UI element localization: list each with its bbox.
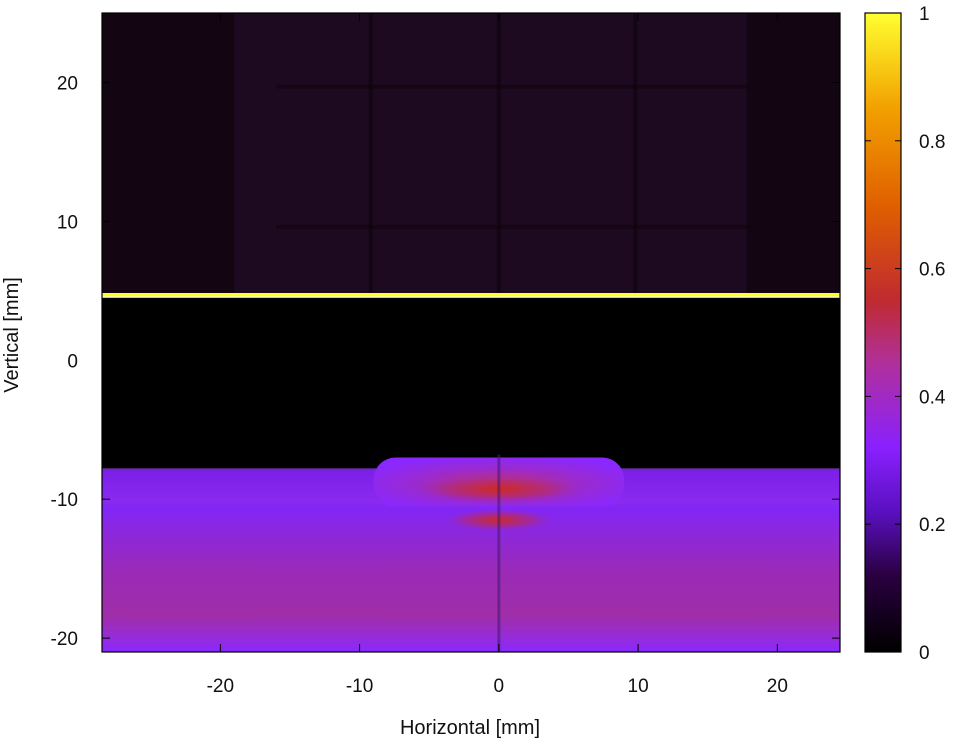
colorbar-tick-label: 0.2 bbox=[919, 515, 945, 536]
colorbar-tick-label: 1 bbox=[919, 4, 930, 25]
center-seam bbox=[497, 454, 501, 652]
x-axis-label: Horizontal [mm] bbox=[400, 717, 540, 739]
colorbar bbox=[864, 12, 902, 653]
upper-dark-column bbox=[102, 13, 235, 295]
colorbar-tick-label: 0.6 bbox=[919, 260, 945, 281]
x-tick-label: 0 bbox=[494, 676, 505, 697]
x-tick-label: 10 bbox=[628, 676, 649, 697]
x-tick-label: 20 bbox=[767, 676, 788, 697]
y-tick-label: 20 bbox=[57, 73, 78, 94]
grid-shadow-vertical bbox=[633, 13, 638, 295]
grid-shadow-vertical bbox=[496, 13, 501, 295]
colorbar-ticks: 0 0.2 0.4 0.6 0.8 1 bbox=[865, 4, 946, 664]
plot-frame bbox=[101, 12, 841, 653]
x-axis-ticks: -20 -10 0 10 20 bbox=[207, 13, 788, 697]
dark-gap-region bbox=[102, 297, 840, 469]
bright-line bbox=[102, 292, 840, 297]
colorbar-tick-label: 0.4 bbox=[919, 387, 946, 408]
colorbar-tick-label: 0.8 bbox=[919, 132, 945, 153]
y-axis-label: Vertical [mm] bbox=[1, 277, 23, 393]
x-tick-label: -20 bbox=[207, 676, 234, 697]
colorbar-tick-label: 0 bbox=[919, 643, 930, 664]
y-tick-label: 0 bbox=[67, 351, 78, 372]
y-axis-ticks: -20 -10 0 10 20 bbox=[51, 73, 840, 650]
y-tick-label: -20 bbox=[51, 629, 78, 650]
grid-shadow-horizontal bbox=[276, 84, 750, 89]
y-tick-label: 10 bbox=[57, 212, 78, 233]
upper-dark-column bbox=[746, 13, 840, 295]
x-tick-label: -10 bbox=[346, 676, 373, 697]
grid-shadow-vertical bbox=[368, 13, 373, 295]
y-tick-label: -10 bbox=[51, 490, 78, 511]
grid-shadow-horizontal bbox=[276, 224, 750, 229]
plot-area bbox=[102, 13, 840, 652]
